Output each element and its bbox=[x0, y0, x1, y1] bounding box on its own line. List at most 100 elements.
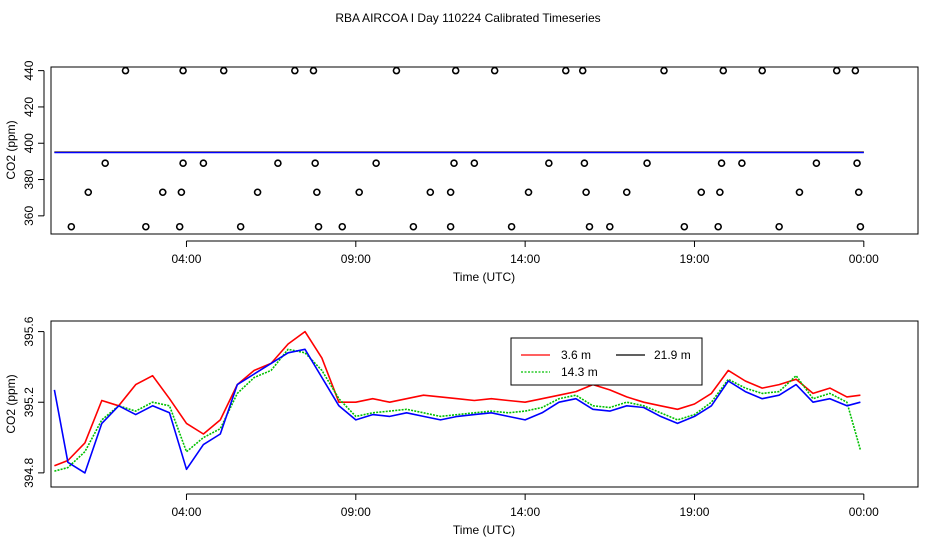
top-scatter-point bbox=[177, 188, 186, 197]
top-scatter-point bbox=[179, 66, 187, 75]
top-x-axis-label: Time (UTC) bbox=[453, 270, 515, 284]
top-scatter-point bbox=[545, 159, 553, 168]
legend-label-14-3m: 14.3 m bbox=[561, 365, 598, 379]
top-scatter-point bbox=[274, 159, 282, 168]
legend-label-21-9m: 21.9 m bbox=[654, 348, 691, 362]
top-scatter-point bbox=[851, 66, 860, 75]
top-scatter-point bbox=[524, 188, 533, 197]
bottom-x-tick-label: 04:00 bbox=[171, 505, 201, 519]
top-scatter-point bbox=[697, 188, 706, 197]
top-scatter-point bbox=[717, 159, 726, 168]
series-line-3-6m bbox=[54, 330, 861, 467]
top-x-tick-label: 00:00 bbox=[849, 252, 879, 266]
top-axes: 04:00 09:00 14:00 19:00 00:00 360 380 400 420 440 bbox=[22, 60, 879, 266]
top-scatter-point bbox=[561, 66, 570, 75]
top-x-tick-label: 19:00 bbox=[679, 252, 709, 266]
bottom-x-tick-label: 14:00 bbox=[510, 505, 540, 519]
top-scatter-point bbox=[219, 66, 228, 75]
top-y-tick-label: 420 bbox=[22, 97, 36, 117]
top-y-tick-label: 400 bbox=[22, 133, 36, 153]
top-scatter-point bbox=[490, 66, 499, 75]
bottom-panel-lines: 04:00 09:00 14:00 19:00 00:00 394.8 395.2 395.6… bbox=[4, 316, 919, 537]
bottom-plot-area bbox=[53, 330, 862, 474]
top-scatter-point bbox=[121, 66, 130, 75]
bottom-x-tick-label: 09:00 bbox=[341, 505, 371, 519]
top-scatter-point bbox=[451, 66, 460, 75]
top-x-tick-label: 09:00 bbox=[341, 252, 371, 266]
top-scatter-point bbox=[622, 188, 631, 197]
top-scatter-point bbox=[311, 159, 319, 168]
bottom-axes: 04:00 09:00 14:00 19:00 00:00 394.8 395.2 395.6 bbox=[22, 316, 879, 519]
top-scatter-point bbox=[446, 222, 455, 231]
top-scatter-point bbox=[832, 66, 841, 75]
bottom-y-axis-label: CO2 (ppm) bbox=[4, 374, 18, 433]
top-scatter-point bbox=[309, 66, 318, 75]
top-scatter-point bbox=[853, 159, 861, 168]
top-scatter-point bbox=[355, 188, 363, 197]
top-x-tick-label: 14:00 bbox=[510, 252, 540, 266]
series-line-14-3m bbox=[54, 348, 862, 472]
bottom-y-tick-label: 394.8 bbox=[22, 458, 36, 488]
top-scatter-point bbox=[409, 222, 418, 231]
bottom-plot-frame bbox=[50, 320, 919, 488]
top-scatter-point bbox=[236, 222, 245, 231]
legend: 3.6 m 14.3 m 21.9 m bbox=[510, 337, 703, 386]
top-scatter-point bbox=[199, 159, 208, 168]
top-y-tick-label: 440 bbox=[22, 60, 36, 80]
top-scatter-point bbox=[426, 188, 435, 197]
top-scatter-point bbox=[175, 222, 184, 231]
top-scatter-point bbox=[854, 188, 863, 197]
figure-title: RBA AIRCOA I Day 110224 Calibrated Times… bbox=[335, 11, 600, 25]
bottom-y-tick-label: 395.6 bbox=[22, 316, 36, 346]
top-scatter-point bbox=[643, 159, 651, 168]
bottom-x-tick-label: 19:00 bbox=[679, 505, 709, 519]
top-scatter-point bbox=[719, 66, 728, 75]
bottom-x-axis-label: Time (UTC) bbox=[453, 523, 515, 537]
top-scatter-point bbox=[450, 159, 458, 168]
bottom-x-tick-label: 00:00 bbox=[849, 505, 879, 519]
top-scatter-point bbox=[158, 188, 167, 197]
top-scatter-point bbox=[795, 188, 804, 197]
top-scatter-point bbox=[253, 188, 262, 197]
top-scatter-point bbox=[179, 159, 187, 168]
top-scatter-point bbox=[470, 159, 479, 168]
series-line-21-9m bbox=[53, 348, 861, 474]
top-scatter-point bbox=[101, 159, 109, 168]
top-scatter-point bbox=[738, 159, 746, 168]
top-scatter-point bbox=[338, 222, 347, 231]
top-scatter-point bbox=[291, 66, 299, 75]
top-y-tick-label: 380 bbox=[22, 169, 36, 189]
top-scatter-point bbox=[812, 159, 821, 168]
top-scatter-point bbox=[578, 66, 587, 75]
top-scatter-point bbox=[314, 222, 323, 231]
top-scatter-point bbox=[606, 222, 614, 231]
top-scatter-point bbox=[446, 188, 455, 197]
top-scatter-point bbox=[142, 222, 150, 231]
top-y-axis-label: CO2 (ppm) bbox=[4, 120, 18, 179]
top-y-tick-label: 360 bbox=[22, 206, 36, 226]
top-scatter-point bbox=[775, 222, 783, 231]
top-plot-area bbox=[54, 66, 865, 231]
top-scatter-point bbox=[660, 66, 668, 75]
top-scatter-point bbox=[758, 66, 767, 75]
top-plot-frame bbox=[50, 66, 919, 235]
top-scatter-point bbox=[507, 222, 516, 231]
top-scatter-point bbox=[680, 222, 689, 231]
top-scatter-point bbox=[392, 66, 401, 75]
top-scatter-point bbox=[582, 188, 590, 197]
legend-label-3-6m: 3.6 m bbox=[561, 348, 591, 362]
top-scatter-point bbox=[585, 222, 594, 231]
legend-box bbox=[510, 337, 703, 386]
top-scatter-point bbox=[856, 222, 865, 231]
top-scatter-point bbox=[67, 222, 76, 231]
top-scatter-point bbox=[716, 188, 724, 197]
bottom-y-tick-label: 395.2 bbox=[22, 387, 36, 417]
top-scatter-point bbox=[372, 159, 380, 168]
top-scatter-point bbox=[84, 188, 93, 197]
top-scatter-point bbox=[580, 159, 589, 168]
top-panel-scatter: 04:00 09:00 14:00 19:00 00:00 360 380 400 420 440… bbox=[4, 60, 919, 284]
top-x-tick-label: 04:00 bbox=[171, 252, 201, 266]
top-scatter-point bbox=[313, 188, 321, 197]
top-scatter-point bbox=[714, 222, 722, 231]
